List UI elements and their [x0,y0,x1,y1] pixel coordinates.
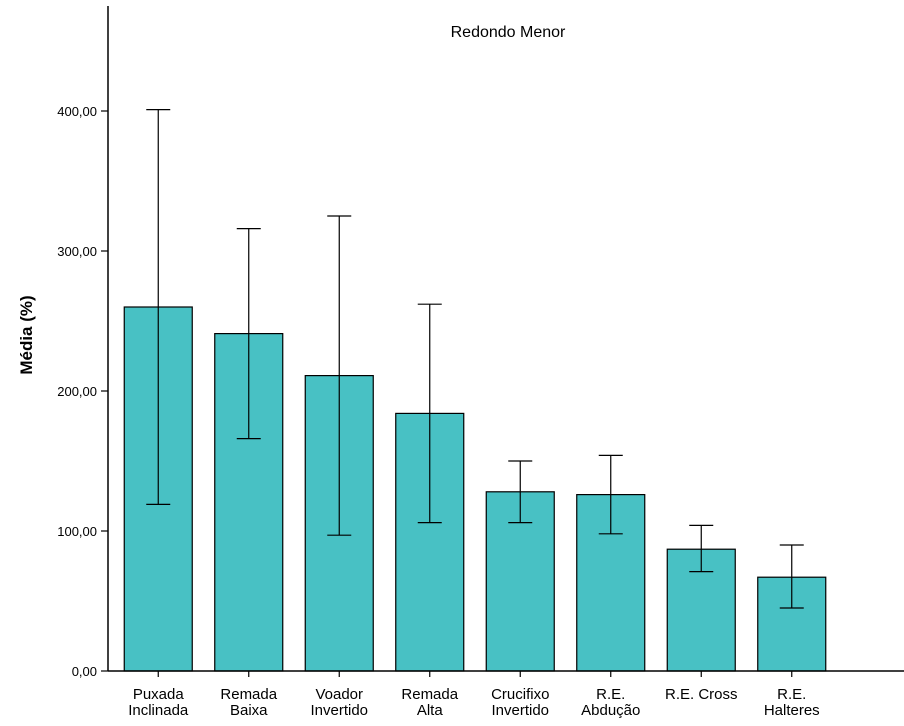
x-tick-label: Puxada Inclinada [128,686,189,719]
y-tick-label: 200,00 [57,384,97,399]
x-tick-label: Remada Alta [401,686,458,719]
chart-title: Redondo Menor [451,24,566,41]
x-tick-label: R.E. Cross [665,686,738,703]
y-tick-label: 100,00 [57,524,97,539]
x-tick-label: Voador Invertido [310,686,368,719]
y-tick-label: 400,00 [57,104,97,119]
y-ticks-layer: 0,00 100,00 200,00 300,00 400,00 [57,104,108,679]
y-tick-label: 0,00 [72,664,97,679]
bars-layer [123,306,827,672]
x-tick-label: Crucifixo Invertido [491,686,549,719]
x-tick-labels-layer: Puxada Inclinada Remada Baixa Voador Invertid… [128,671,820,719]
x-tick-label: R.E. Halteres [764,686,820,719]
y-tick-label: 300,00 [57,244,97,259]
y-axis-label: Média (%) [17,295,36,374]
error-bars-layer [146,108,804,609]
x-tick-label: Remada Baixa [220,686,277,719]
x-tick-label: R.E. Abdução [581,686,640,719]
